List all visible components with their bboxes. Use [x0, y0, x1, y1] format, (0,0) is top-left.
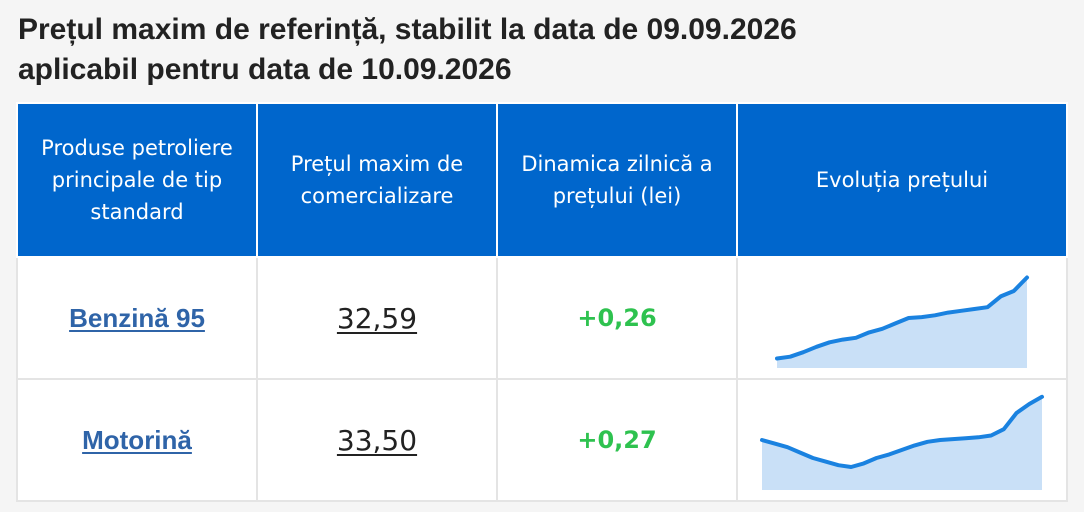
product-link-benzina-95[interactable]: Benzină 95 — [69, 302, 205, 333]
header-max-price: Prețul maxim de comercializare — [256, 102, 498, 258]
sparkline-line — [760, 394, 1044, 469]
header-price-evolution: Evoluția prețului — [736, 102, 1068, 258]
product-cell: Benzină 95 — [16, 256, 258, 380]
price-trend-sparkline — [775, 275, 1029, 368]
price-cell: 33,50 — [256, 378, 498, 502]
product-link-motorina[interactable]: Motorină — [82, 424, 192, 455]
sparkline-line — [775, 275, 1029, 361]
trend-cell — [736, 378, 1068, 502]
sparkline-area — [762, 396, 1042, 490]
price-value[interactable]: 32,59 — [336, 301, 418, 335]
delta-cell: +0,26 — [496, 256, 738, 380]
price-table: Produse petroliere principale de tip sta… — [16, 102, 1068, 502]
price-trend-sparkline — [760, 394, 1044, 490]
price-cell: 32,59 — [256, 256, 498, 380]
title-line-1: Prețul maxim de referință, stabilit la d… — [18, 13, 797, 46]
table-row: Motorină 33,50 +0,27 — [16, 378, 1068, 502]
product-cell: Motorină — [16, 378, 258, 502]
title-line-2: aplicabil pentru data de 10.09.2026 — [18, 53, 512, 86]
table-header-row: Produse petroliere principale de tip sta… — [16, 102, 1068, 258]
header-products: Produse petroliere principale de tip sta… — [16, 102, 258, 258]
daily-change-value: +0,27 — [577, 426, 657, 454]
table-row: Benzină 95 32,59 +0,26 — [16, 256, 1068, 380]
daily-change-value: +0,26 — [577, 304, 657, 332]
price-value[interactable]: 33,50 — [336, 423, 418, 457]
page-title: Prețul maxim de referință, stabilit la d… — [18, 10, 1068, 90]
delta-cell: +0,27 — [496, 378, 738, 502]
trend-cell — [736, 256, 1068, 380]
header-daily-dynamics: Dinamica zilnică a prețului (lei) — [496, 102, 738, 258]
